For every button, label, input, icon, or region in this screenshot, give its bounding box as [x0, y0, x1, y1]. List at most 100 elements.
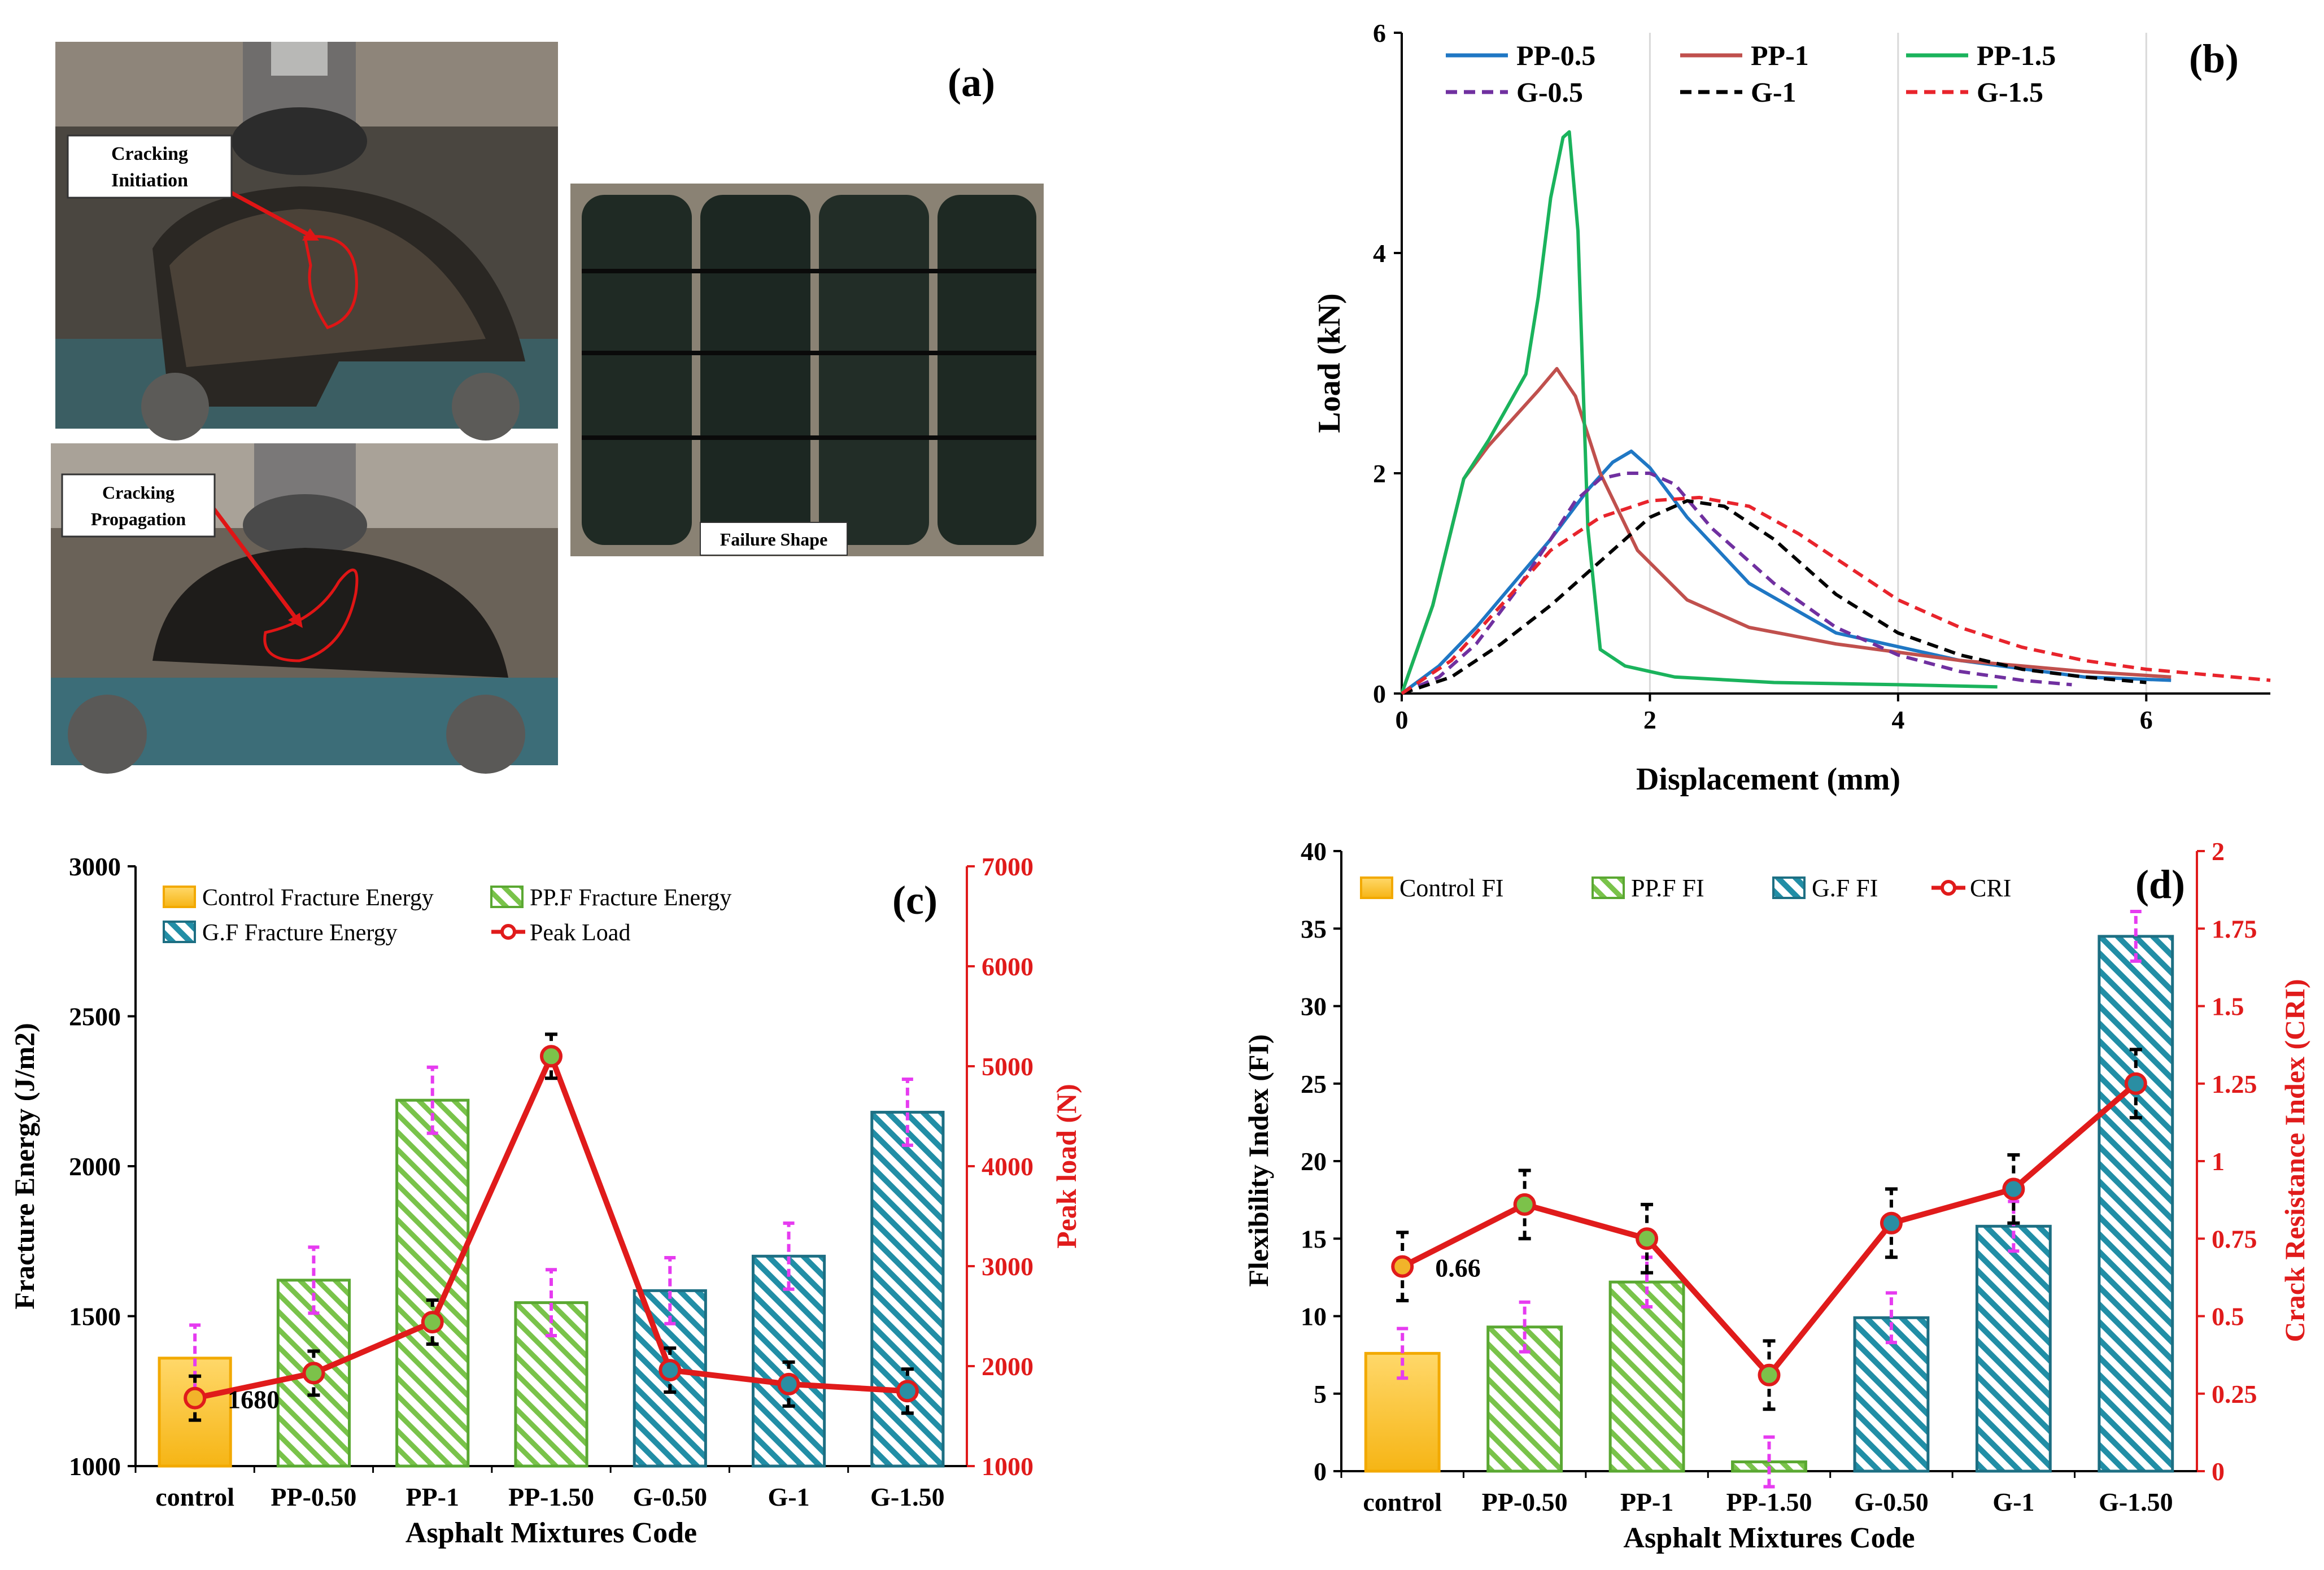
y-tick-label: 6 — [1373, 19, 1386, 47]
y-tick-label: 1000 — [69, 1452, 121, 1481]
callout-propagation-line2: Propagation — [91, 509, 186, 529]
legend-label-g-0.5: G-0.5 — [1516, 76, 1583, 108]
chart-c: 1000 1500 2000 2500 3000 1000 2000 3000 4000 5000… — [8, 852, 1082, 1549]
photo-failure-shape: Failure Shape — [570, 184, 1044, 556]
series-line-pp-1.5 — [1400, 130, 1998, 694]
panel-a-letter: (a) — [948, 60, 995, 105]
callout-initiation-line2: Initiation — [111, 170, 188, 191]
y2-axis-title: Crack Resistance Index (CRI) — [2279, 979, 2310, 1342]
first-point-annotation: 1680 — [228, 1385, 280, 1414]
y2-axis-title: Peak load (N) — [1050, 1084, 1082, 1249]
x-axis-title: Asphalt Mixtures Code — [405, 1517, 697, 1549]
y2-tick-label: 7000 — [982, 852, 1034, 881]
series-line-pp-1 — [1400, 367, 2172, 694]
line-marker — [777, 1372, 800, 1395]
bar-g-1 — [1975, 1224, 2052, 1473]
y2-tick-label: 0.5 — [2212, 1302, 2244, 1331]
series-line-g-1.5 — [1401, 495, 2271, 695]
arrow-head-2 — [288, 613, 303, 628]
y-tick-label: 3000 — [69, 852, 121, 881]
y-tick-label: 35 — [1301, 914, 1327, 943]
y2-tick-label: 1 — [2212, 1147, 2225, 1176]
line-marker — [2124, 1072, 2147, 1095]
x-tick-label: control — [1363, 1488, 1442, 1516]
x-axis-title: Asphalt Mixtures Code — [1623, 1522, 1915, 1554]
crack-outline-2 — [263, 568, 359, 662]
y2-tick-label: 2000 — [982, 1352, 1034, 1381]
x-tick-label: 2 — [1643, 705, 1656, 734]
x-tick-label: PP-1 — [1620, 1488, 1674, 1516]
legend-swatch — [1360, 876, 1393, 899]
y2-tick-label: 5000 — [982, 1052, 1034, 1081]
legend-label: CRI — [1970, 874, 2011, 902]
y2-tick-label: 1.25 — [2212, 1070, 2257, 1098]
panel-a: Cracking Initiation Cracking Propagation — [51, 42, 1044, 774]
x-tick-label: 0 — [1396, 705, 1409, 734]
y2-tick-label: 3000 — [982, 1252, 1034, 1281]
legend-swatch — [490, 886, 524, 908]
x-tick-label: G-1.50 — [2099, 1488, 2173, 1516]
first-point-annotation: 0.66 — [1435, 1254, 1481, 1283]
y-tick-label: 10 — [1301, 1302, 1327, 1331]
failure-label: Failure Shape — [720, 529, 828, 550]
line-marker — [1391, 1255, 1414, 1278]
line-marker — [1636, 1227, 1659, 1250]
legend-label-pp-0.5: PP-0.5 — [1516, 40, 1595, 71]
y-tick-label: 2500 — [69, 1002, 121, 1031]
line-marker — [540, 1045, 563, 1068]
bar-pp-1 — [1608, 1280, 1685, 1473]
legend-swatch — [163, 886, 196, 908]
legend-label-g-1: G-1 — [1751, 76, 1797, 108]
x-tick-label: PP-0.50 — [1482, 1488, 1568, 1516]
line-marker — [184, 1386, 207, 1410]
x-tick-label: PP-0.50 — [271, 1482, 356, 1511]
x-tick-label: PP-1.50 — [508, 1482, 594, 1511]
panel-c-letter: (c) — [892, 878, 938, 923]
legend-label-pp-1.5: PP-1.5 — [1977, 40, 2056, 71]
legend-marker-peak-load — [500, 924, 516, 940]
y-tick-label: 0 — [1314, 1457, 1327, 1486]
line-marker — [302, 1362, 325, 1385]
crack-outline-1 — [303, 235, 358, 329]
series-line-g-0.5 — [1401, 472, 2072, 695]
y-axis-title: Load (kN) — [1312, 293, 1347, 433]
y2-tick-label: 1.5 — [2212, 992, 2244, 1021]
legend-label: Control FI — [1399, 874, 1504, 902]
chart-d: 0 5 10 15 20 25 30 35 40 0 0.25 0.5 0.75 1 1.25 1.5 1.75… — [1242, 837, 2310, 1554]
legend-swatch — [1772, 876, 1806, 899]
x-tick-label: control — [155, 1482, 234, 1511]
line-marker — [421, 1311, 444, 1334]
y-tick-label: 15 — [1301, 1224, 1327, 1253]
y2-tick-label: 1.75 — [2212, 914, 2257, 943]
legend-label: G.F FI — [1812, 874, 1878, 902]
y-tick-label: 2000 — [69, 1152, 121, 1181]
y-tick-label: 40 — [1301, 837, 1327, 866]
bar-g-1 — [751, 1254, 826, 1468]
x-tick-label: G-1.50 — [870, 1482, 945, 1511]
x-tick-label: PP-1 — [405, 1482, 459, 1511]
y-tick-label: 0 — [1373, 679, 1386, 708]
chart-b: 0 2 4 6 0 2 4 6 Displacement (mm) Load (kN) PP-0.5… — [1312, 19, 2271, 797]
legend-label: PP.F FI — [1631, 874, 1704, 902]
x-tick-label: 4 — [1891, 705, 1904, 734]
series-line-g-1 — [1401, 499, 2147, 695]
bar-pp-1.50 — [514, 1301, 588, 1468]
callout-initiation-line1: Cracking — [111, 143, 188, 164]
x-axis-title: Displacement (mm) — [1636, 762, 1900, 797]
y-tick-label: 2 — [1373, 459, 1386, 488]
x-tick-label: G-1 — [768, 1482, 810, 1511]
legend-label: PP.F Fracture Energy — [530, 885, 731, 911]
callout-box-propagation — [61, 473, 216, 538]
y2-tick-label: 4000 — [982, 1152, 1034, 1181]
line-marker — [896, 1380, 919, 1403]
y2-tick-label: 0.25 — [2212, 1380, 2257, 1408]
y2-tick-label: 2 — [2212, 837, 2225, 866]
bar-pp-1 — [395, 1098, 470, 1468]
panel-d-letter: (d) — [2135, 862, 2185, 907]
bar-g-1.50 — [2098, 935, 2174, 1473]
y-tick-label: 30 — [1301, 992, 1327, 1021]
callout-arrow-1 — [224, 187, 315, 239]
y-tick-label: 25 — [1301, 1070, 1327, 1098]
line-marker — [1513, 1193, 1536, 1216]
